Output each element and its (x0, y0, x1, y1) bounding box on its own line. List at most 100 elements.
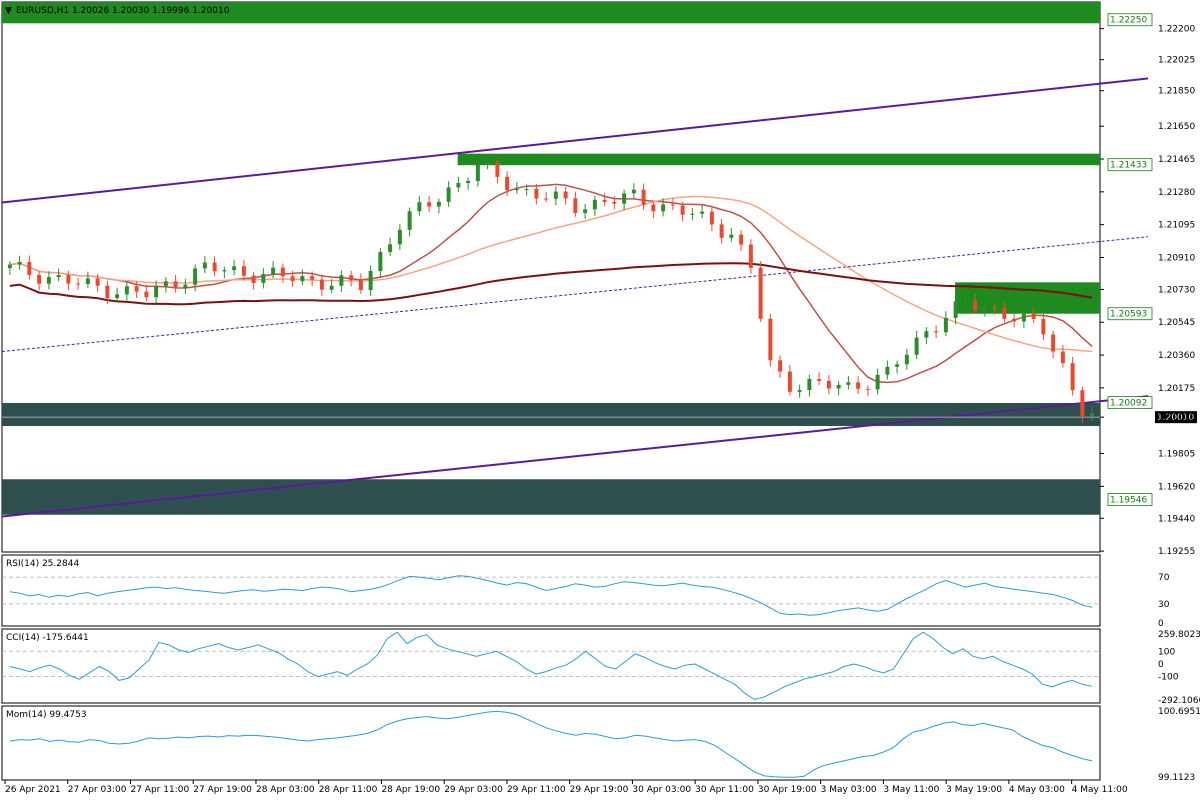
dropdown-arrow-icon[interactable]: ▼ (5, 6, 12, 16)
candle-body[interactable] (407, 211, 412, 230)
candle-body[interactable] (7, 264, 12, 269)
price-level-box[interactable] (1107, 493, 1153, 506)
candle-body[interactable] (748, 244, 753, 268)
candle-body[interactable] (397, 229, 402, 245)
candle-body[interactable] (495, 162, 500, 177)
candle-body[interactable] (875, 374, 880, 390)
channel-line[interactable] (1, 395, 1149, 518)
candle-body[interactable] (466, 181, 471, 184)
candle-body[interactable] (719, 224, 724, 238)
candle-body[interactable] (319, 279, 324, 290)
candle-body[interactable] (514, 189, 519, 191)
candle-body[interactable] (212, 262, 217, 272)
candle-body[interactable] (173, 281, 178, 289)
candle-body[interactable] (163, 281, 168, 286)
candle-body[interactable] (778, 360, 783, 372)
candle-body[interactable] (475, 164, 480, 182)
candle-body[interactable] (963, 300, 968, 302)
candle-body[interactable] (222, 270, 227, 272)
candle-body[interactable] (670, 204, 675, 206)
candle-body[interactable] (807, 379, 812, 391)
candle-body[interactable] (934, 331, 939, 333)
candle-body[interactable] (992, 307, 997, 309)
candle-body[interactable] (427, 202, 432, 207)
candle-body[interactable] (485, 162, 490, 165)
candle-body[interactable] (290, 276, 295, 282)
candle-body[interactable] (914, 337, 919, 355)
candle-body[interactable] (1012, 318, 1017, 322)
candle-body[interactable] (573, 198, 578, 214)
candle-body[interactable] (66, 275, 71, 284)
candle-body[interactable] (310, 276, 315, 280)
channel-line[interactable] (1, 236, 1149, 353)
candle-body[interactable] (592, 199, 597, 210)
candle-body[interactable] (680, 205, 685, 215)
candle-body[interactable] (134, 286, 139, 292)
candle-body[interactable] (690, 213, 695, 215)
supply-zone[interactable] (457, 153, 1100, 166)
candle-body[interactable] (729, 234, 734, 238)
candle-body[interactable] (56, 275, 61, 278)
candle-body[interactable] (349, 275, 354, 281)
candle-body[interactable] (368, 271, 373, 291)
candle-body[interactable] (241, 266, 246, 276)
candle-body[interactable] (251, 275, 256, 283)
candle-body[interactable] (768, 318, 773, 361)
candle-body[interactable] (982, 307, 987, 311)
candle-body[interactable] (622, 193, 627, 204)
candle-body[interactable] (358, 280, 363, 291)
candle-body[interactable] (1031, 313, 1036, 319)
candle-body[interactable] (1090, 413, 1095, 417)
price-level-box[interactable] (1107, 158, 1153, 172)
candle-body[interactable] (144, 291, 149, 298)
candle-body[interactable] (193, 268, 198, 285)
candle-body[interactable] (885, 366, 890, 375)
candle-body[interactable] (563, 191, 568, 199)
candle-body[interactable] (739, 234, 744, 245)
candle-body[interactable] (124, 286, 129, 295)
candle-body[interactable] (612, 202, 617, 204)
candle-body[interactable] (27, 261, 32, 275)
candle-body[interactable] (76, 283, 81, 285)
demand-zone[interactable] (2, 402, 1100, 427)
candle-body[interactable] (1021, 313, 1026, 322)
candle-body[interactable] (817, 379, 822, 381)
candle-body[interactable] (183, 284, 188, 289)
candle-body[interactable] (417, 202, 422, 212)
candle-body[interactable] (651, 204, 656, 212)
candle-body[interactable] (1041, 318, 1046, 335)
price-level-box[interactable] (1107, 13, 1153, 27)
price-level-box[interactable] (1107, 396, 1153, 410)
candle-body[interactable] (436, 201, 441, 207)
candle-body[interactable] (261, 274, 266, 283)
candle-body[interactable] (37, 274, 42, 284)
candle-body[interactable] (943, 317, 948, 333)
candle-body[interactable] (973, 300, 978, 311)
candle-body[interactable] (700, 211, 705, 214)
candle-body[interactable] (339, 275, 344, 286)
candle-body[interactable] (602, 199, 607, 203)
candle-body[interactable] (202, 262, 207, 269)
candle-body[interactable] (904, 354, 909, 365)
candle-body[interactable] (17, 261, 22, 265)
candle-body[interactable] (300, 276, 305, 282)
candle-body[interactable] (709, 211, 714, 225)
candle-body[interactable] (836, 384, 841, 389)
candle-body[interactable] (115, 294, 120, 299)
candle-body[interactable] (826, 380, 831, 389)
candle-body[interactable] (758, 267, 763, 319)
candle-body[interactable] (154, 285, 159, 298)
candle-body[interactable] (865, 388, 870, 390)
candle-body[interactable] (534, 188, 539, 199)
demand-zone[interactable] (2, 479, 1100, 515)
candle-body[interactable] (641, 189, 646, 205)
candle-body[interactable] (895, 364, 900, 367)
candle-body[interactable] (631, 189, 636, 194)
price-level-box[interactable] (1107, 307, 1153, 321)
candle-body[interactable] (85, 278, 90, 284)
candle-body[interactable] (856, 382, 861, 389)
candle-body[interactable] (46, 277, 51, 284)
candle-body[interactable] (524, 188, 529, 190)
candle-body[interactable] (280, 267, 285, 277)
candle-body[interactable] (271, 267, 276, 275)
